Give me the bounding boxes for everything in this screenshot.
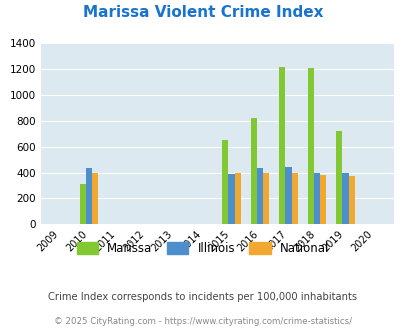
Text: Marissa Violent Crime Index: Marissa Violent Crime Index [83,5,322,20]
Bar [341,173,347,224]
Bar [319,175,326,224]
Bar [262,173,269,224]
Text: Crime Index corresponds to incidents per 100,000 inhabitants: Crime Index corresponds to incidents per… [48,292,357,302]
Bar [222,140,228,224]
Text: © 2025 CityRating.com - https://www.cityrating.com/crime-statistics/: © 2025 CityRating.com - https://www.city… [54,317,351,326]
Bar [313,173,319,224]
Bar [256,168,262,224]
Bar [335,131,341,224]
Bar [92,173,98,224]
Bar [86,168,92,224]
Bar [307,68,313,224]
Bar [347,176,354,224]
Bar [79,184,86,224]
Legend: Marissa, Illinois, National: Marissa, Illinois, National [72,237,333,260]
Bar [285,167,291,224]
Bar [228,174,234,224]
Bar [278,67,285,224]
Bar [250,118,256,224]
Bar [234,173,240,224]
Bar [291,173,297,224]
